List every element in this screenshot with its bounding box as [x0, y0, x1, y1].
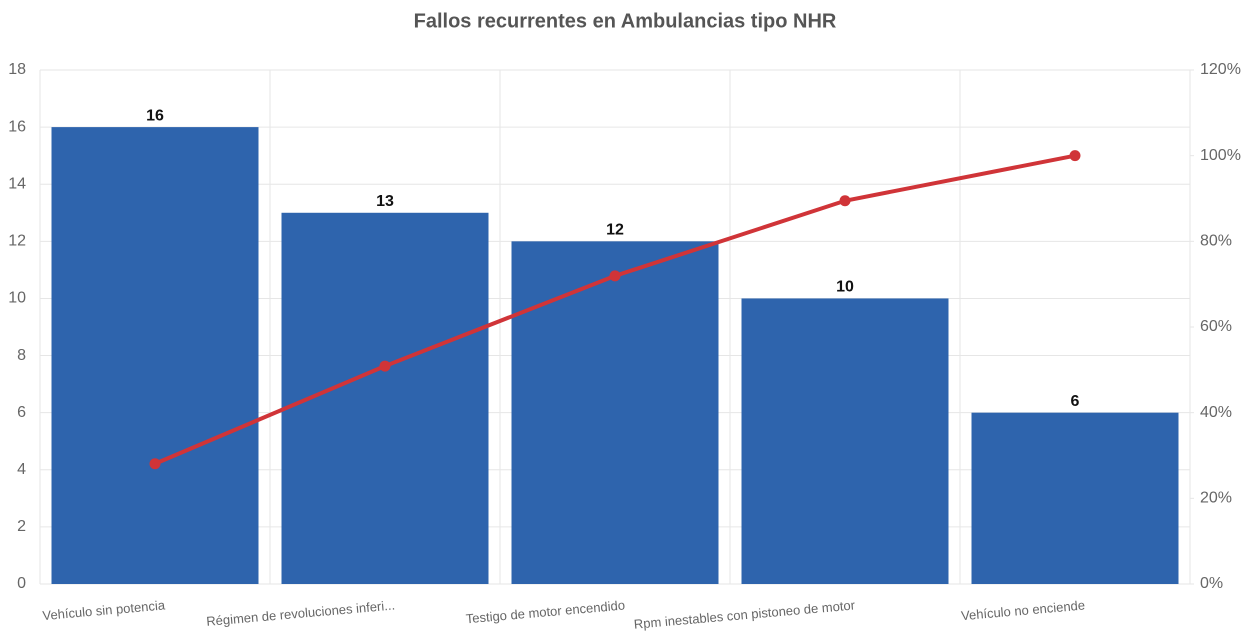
data-label: 16: [146, 107, 164, 124]
line-point: [379, 360, 391, 372]
y2-tick-label: 40%: [1200, 404, 1232, 421]
y-tick-label: 6: [17, 404, 26, 421]
x-tick-label: Vehículo no enciende: [960, 597, 1085, 623]
y2-tick-label: 20%: [1200, 490, 1232, 507]
x-tick-label: Régimen de revoluciones inferi...: [206, 597, 396, 628]
line-point: [839, 195, 851, 207]
y2-tick-label: 120%: [1200, 61, 1241, 78]
bar: [511, 241, 719, 585]
y-tick-label: 18: [8, 61, 26, 78]
line-point: [1069, 150, 1081, 162]
chart-title: Fallos recurrentes en Ambulancias tipo N…: [414, 10, 837, 32]
y2-tick-label: 100%: [1200, 147, 1241, 164]
data-label: 13: [376, 193, 394, 210]
data-label: 6: [1071, 393, 1080, 410]
bar: [281, 212, 489, 584]
y-tick-label: 2: [17, 518, 26, 535]
x-tick-label: Vehículo sin potencia: [42, 597, 166, 623]
y-tick-label: 14: [8, 175, 26, 192]
data-label: 12: [606, 222, 624, 239]
bar: [971, 412, 1179, 584]
line-point: [609, 270, 621, 282]
y-tick-label: 16: [8, 118, 26, 135]
y-tick-label: 10: [8, 290, 26, 307]
y2-tick-label: 60%: [1200, 318, 1232, 335]
x-tick-label: Testigo de motor encendido: [465, 597, 625, 626]
x-tick-label: Rpm inestables con pistoneo de motor: [633, 597, 856, 631]
line-point: [149, 458, 161, 470]
y2-tick-label: 0%: [1200, 575, 1223, 592]
data-label: 10: [836, 279, 854, 296]
y2-tick-label: 80%: [1200, 233, 1232, 250]
y-tick-label: 0: [17, 575, 26, 592]
bar: [741, 298, 949, 584]
y-tick-label: 12: [8, 233, 26, 250]
y-tick-label: 8: [17, 347, 26, 364]
bar: [51, 127, 259, 584]
y-tick-label: 4: [17, 461, 26, 478]
